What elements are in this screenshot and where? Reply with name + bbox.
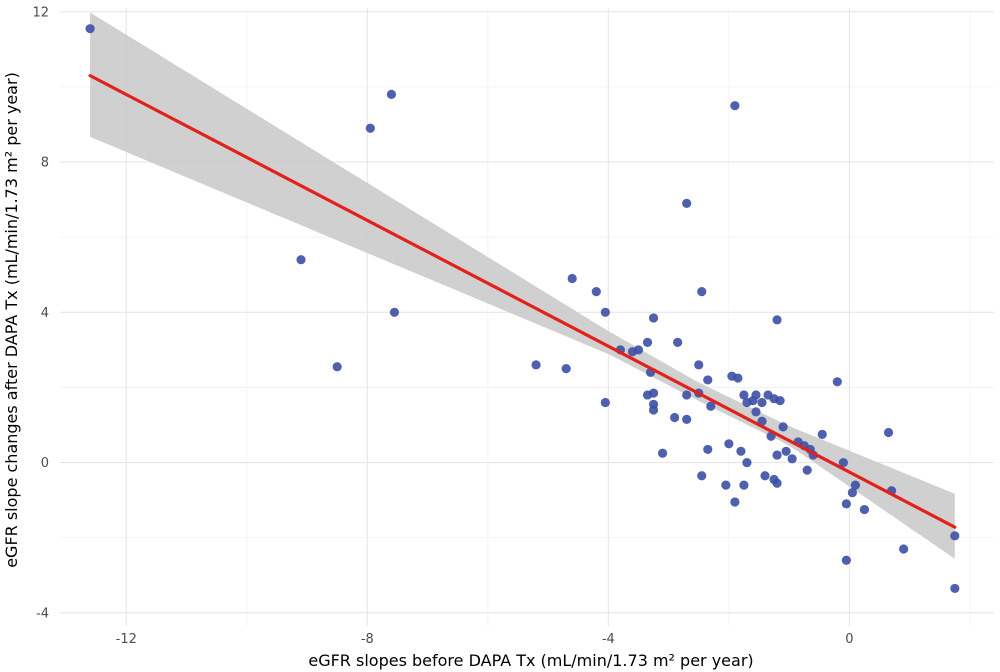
data-point (757, 397, 767, 408)
x-tick-label: -12 (116, 632, 137, 647)
data-point (775, 395, 785, 406)
data-point (832, 377, 842, 387)
data-point (772, 315, 782, 325)
data-point (703, 444, 713, 455)
data-point (739, 390, 749, 400)
data-point (742, 457, 752, 468)
data-point (751, 407, 761, 417)
data-point (739, 480, 749, 490)
data-point (841, 555, 851, 565)
x-tick-label: -8 (361, 632, 374, 647)
data-point (673, 337, 683, 347)
data-point (648, 313, 659, 323)
data-point (694, 360, 704, 370)
confidence-band (90, 12, 955, 559)
data-point (847, 488, 857, 498)
data-point (332, 362, 342, 372)
data-point (883, 427, 894, 438)
data-point (706, 401, 716, 411)
data-point (772, 478, 782, 488)
data-point (724, 439, 734, 449)
y-tick-label: 0 (41, 456, 49, 471)
data-point (899, 544, 909, 554)
data-point (950, 531, 960, 541)
y-tick-label: -4 (36, 606, 49, 621)
data-point (850, 480, 861, 490)
data-point (778, 422, 788, 432)
data-point (600, 397, 610, 408)
data-point (730, 101, 740, 111)
data-point (633, 345, 644, 355)
data-point (751, 390, 761, 400)
data-point (561, 364, 571, 374)
data-point (802, 465, 812, 475)
data-point (657, 448, 668, 458)
data-point (567, 273, 577, 284)
data-point (733, 373, 743, 383)
data-point (531, 360, 541, 370)
y-tick-label: 12 (32, 5, 49, 20)
y-tick-label: 4 (41, 306, 49, 321)
data-point (950, 583, 960, 594)
data-point (736, 446, 746, 456)
data-point (721, 480, 731, 490)
data-point (781, 446, 791, 456)
data-point (648, 388, 659, 398)
data-point (730, 497, 740, 507)
data-point (642, 337, 653, 347)
data-point (838, 457, 848, 468)
data-point (365, 123, 375, 133)
data-point (787, 454, 797, 464)
data-point (760, 471, 770, 481)
data-point (85, 24, 95, 34)
x-tick-label: 0 (845, 632, 853, 647)
data-point (600, 307, 610, 317)
x-axis-tick-labels: -12 -8 -4 0 (116, 632, 854, 647)
data-point (648, 399, 659, 409)
x-axis-title: eGFR slopes before DAPA Tx (mL/min/1.73 … (308, 651, 753, 670)
data-point (703, 375, 713, 385)
data-point (670, 412, 680, 423)
data-point (772, 450, 782, 460)
data-point (389, 307, 400, 317)
data-point (682, 390, 692, 400)
data-point (841, 499, 851, 509)
data-point (697, 287, 707, 297)
data-point (697, 471, 707, 481)
y-tick-label: 8 (41, 156, 49, 171)
regression-line (88, 74, 957, 529)
data-point (386, 89, 397, 100)
data-point (682, 414, 692, 424)
data-point (859, 504, 870, 515)
data-point (682, 198, 692, 208)
x-tick-label: -4 (602, 632, 615, 647)
data-point (591, 287, 601, 297)
data-point (817, 429, 827, 440)
minor-gridlines (60, 8, 994, 626)
y-axis-title: eGFR slope changes after DAPA Tx (mL/min… (2, 72, 21, 568)
y-axis-tick-labels: -4 0 4 8 12 (32, 5, 49, 621)
data-point (296, 255, 306, 265)
